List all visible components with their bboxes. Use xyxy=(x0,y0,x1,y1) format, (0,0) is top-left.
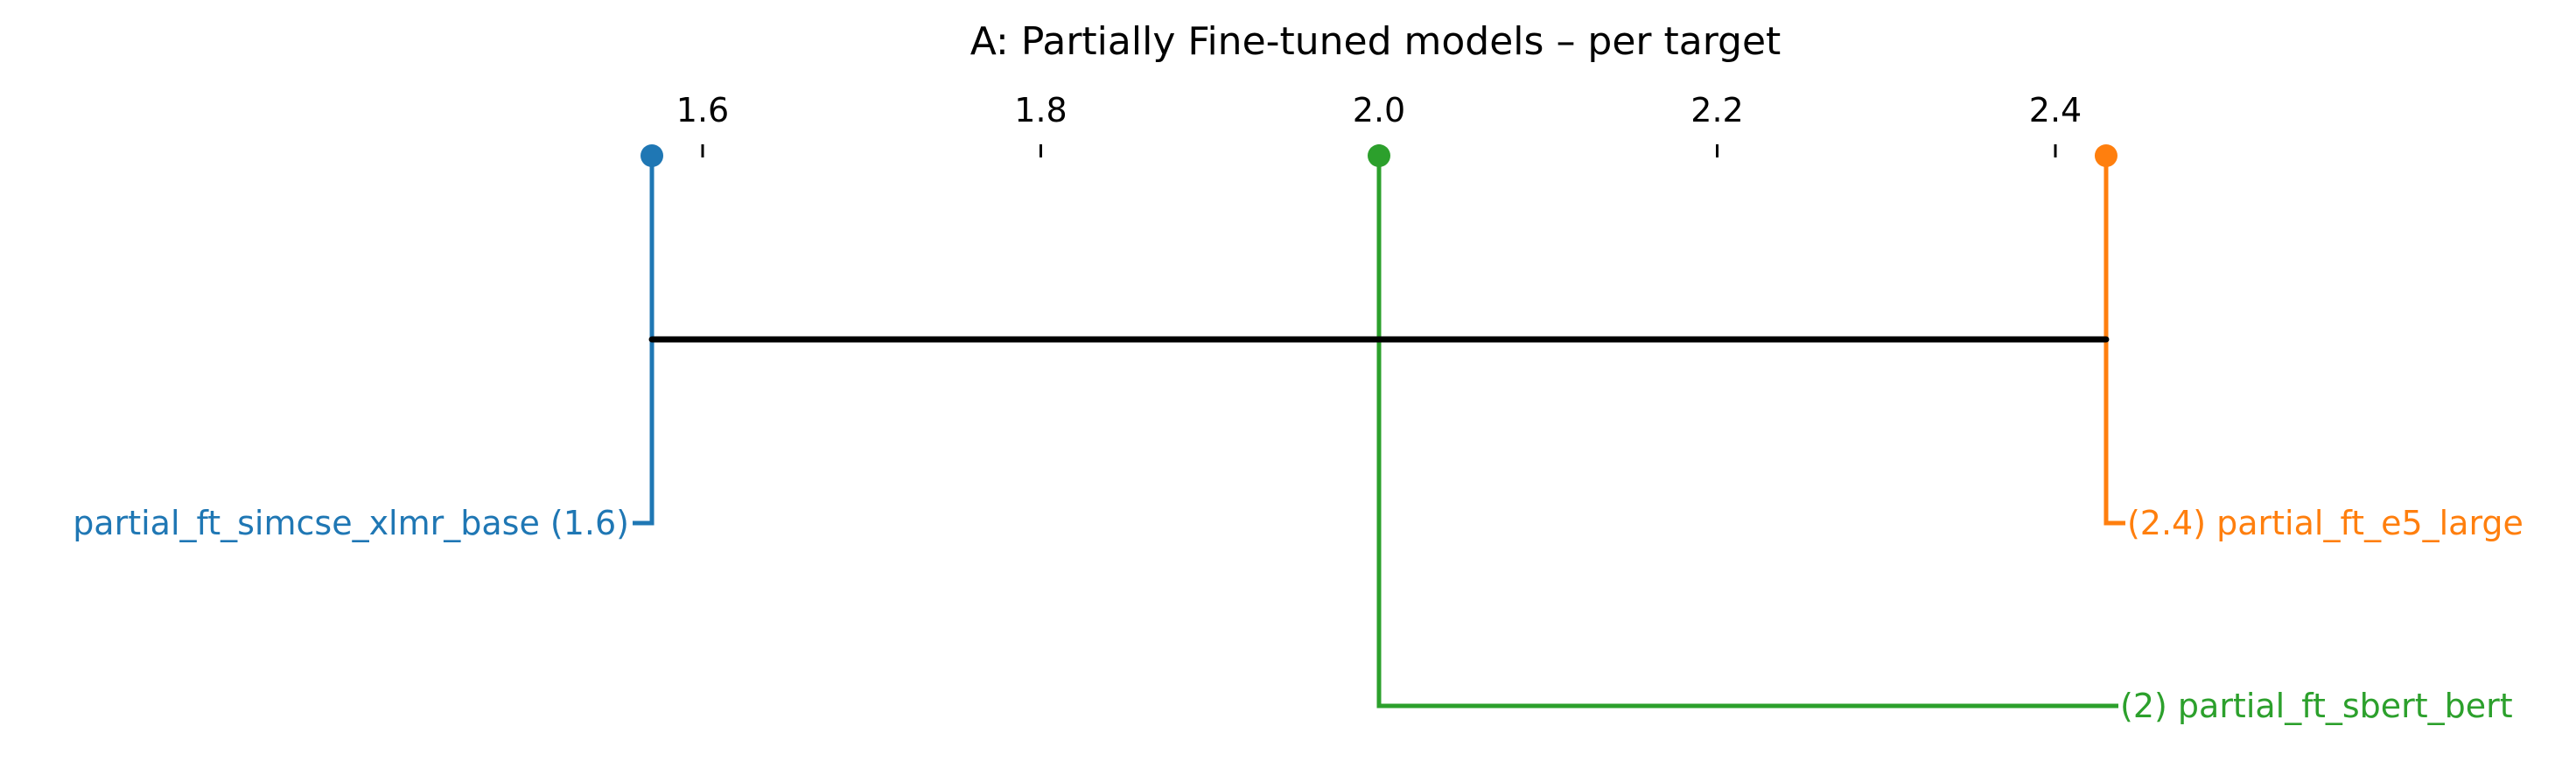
series-marker xyxy=(2094,144,2118,167)
rank-axis: 1.6 1.8 2.0 2.2 2.4 xyxy=(676,91,2082,157)
series-partial_ft_simcse_xlmr_base: partial_ft_simcse_xlmr_base (1.6) xyxy=(73,144,664,542)
series-label: partial_ft_simcse_xlmr_base (1.6) xyxy=(73,504,629,542)
series-partial_ft_e5_large: (2.4) partial_ft_e5_large xyxy=(2094,144,2524,542)
axis-tick-label: 1.8 xyxy=(1014,91,1067,129)
axis-tick-label: 1.6 xyxy=(676,91,729,129)
axis-tick-label: 2.0 xyxy=(1353,91,1405,129)
series-marker xyxy=(640,144,664,167)
series-connector xyxy=(2104,156,2125,526)
chart-title: A: Partially Fine-tuned models – per tar… xyxy=(970,19,1782,64)
series-marker xyxy=(1368,144,1390,167)
series-partial_ft_sbert_bert: (2) partial_ft_sbert_bert xyxy=(1368,144,2513,725)
model-series: partial_ft_simcse_xlmr_base (1.6) (2.4) p… xyxy=(73,144,2524,725)
axis-tick-label: 2.2 xyxy=(1690,91,1743,129)
series-label: (2) partial_ft_sbert_bert xyxy=(2120,687,2513,725)
series-label: (2.4) partial_ft_e5_large xyxy=(2127,504,2524,542)
series-connector xyxy=(633,156,654,526)
series-connector xyxy=(1376,156,2118,709)
axis-tick-label: 2.4 xyxy=(2029,91,2082,129)
